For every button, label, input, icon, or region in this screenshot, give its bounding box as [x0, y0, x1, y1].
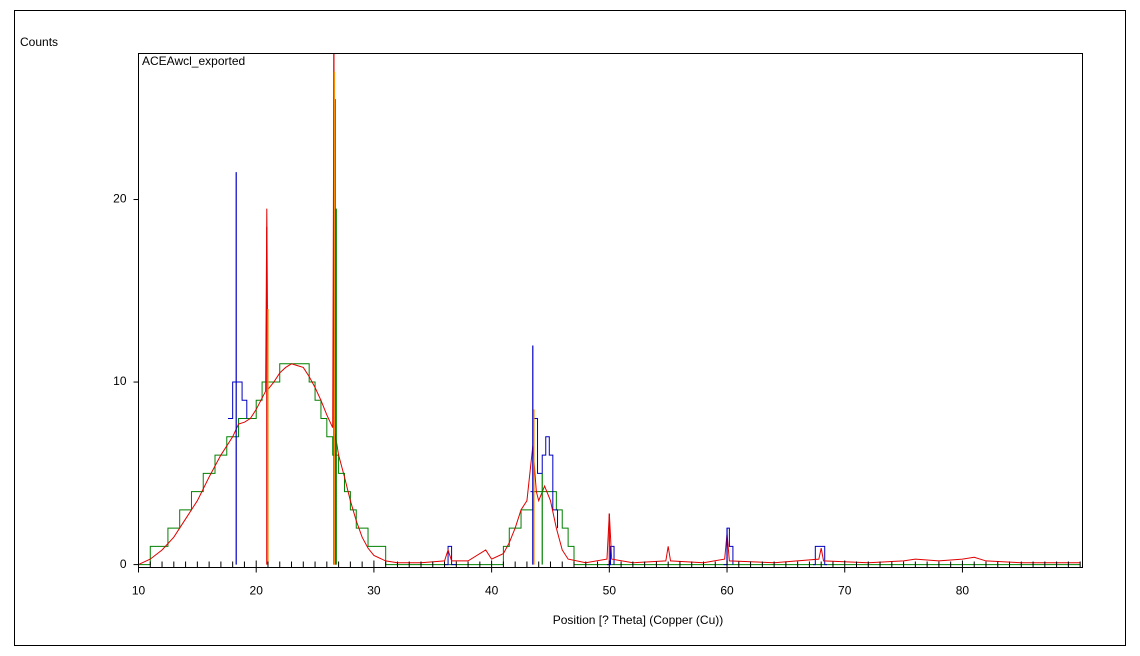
- x-tick-label: 20: [250, 584, 264, 598]
- x-tick-label: 50: [603, 584, 617, 598]
- y-tick-label: 20: [113, 192, 127, 206]
- y-tick-label: 0: [120, 557, 127, 571]
- step-series: [227, 381, 248, 420]
- plot-border: [138, 53, 1083, 568]
- step-series: [444, 545, 457, 566]
- x-tick-label: 40: [485, 584, 499, 598]
- x-tick-label: 70: [838, 584, 852, 598]
- plot-area: [138, 53, 1081, 566]
- step-series: [606, 545, 615, 566]
- x-tick-label: 60: [720, 584, 734, 598]
- y-tick-label: 10: [113, 374, 127, 388]
- line-series: [138, 53, 1081, 566]
- x-axis-label: Position [? Theta] (Copper (Cu)): [553, 613, 724, 627]
- y-axis-label: Counts: [20, 35, 58, 49]
- step-series: [812, 545, 828, 566]
- x-tick-label: 30: [367, 584, 381, 598]
- chart-title: ACEAwcl_exported: [142, 54, 245, 68]
- step-series: [530, 418, 559, 529]
- x-tick-label: 10: [132, 584, 146, 598]
- frame: [14, 10, 1126, 646]
- x-tick-label: 80: [956, 584, 970, 598]
